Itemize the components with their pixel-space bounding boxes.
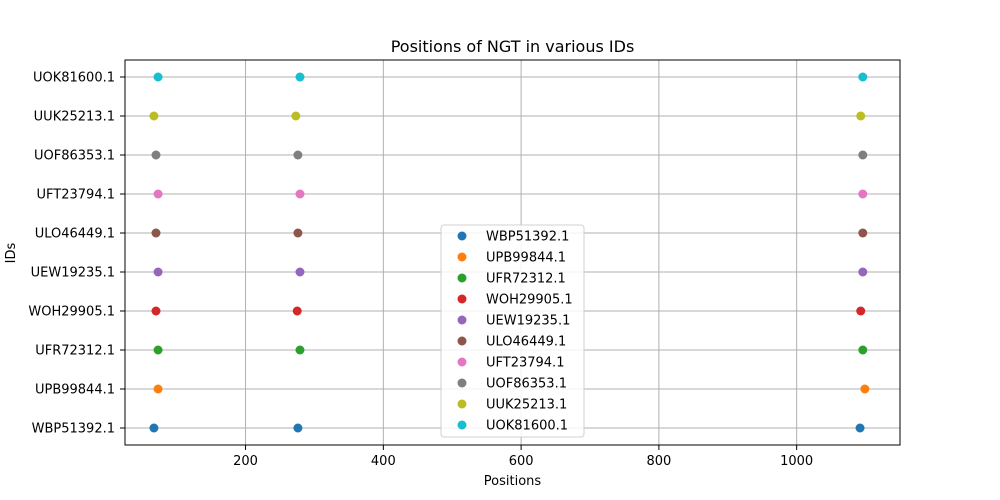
- legend-label: UUK25213.1: [486, 398, 567, 413]
- data-point: [293, 228, 303, 238]
- data-point: [295, 189, 305, 199]
- data-point: [293, 423, 303, 433]
- plot-frame: [124, 59, 901, 446]
- x-tick-label: 400: [371, 454, 396, 469]
- legend-label: WBP51392.1: [486, 230, 569, 245]
- chart-title: Positions of NGT in various IDs: [391, 37, 635, 56]
- legend-label: UOK81600.1: [486, 419, 568, 434]
- legend-marker: [457, 273, 467, 283]
- legend-label: UPB99844.1: [486, 251, 566, 266]
- data-point: [153, 384, 163, 394]
- legend-marker: [457, 378, 467, 388]
- data-point: [856, 306, 866, 316]
- data-point: [295, 267, 305, 277]
- data-point: [858, 189, 868, 199]
- legend: WBP51392.1 UPB99844.1 UFR72312.1 WOH29905.1…: [440, 224, 585, 438]
- data-point: [149, 423, 159, 433]
- data-point: [153, 267, 163, 277]
- x-tick-label: 200: [233, 454, 258, 469]
- data-point: [153, 72, 163, 82]
- data-point: [295, 72, 305, 82]
- legend-marker: [457, 336, 467, 346]
- y-tick-label: WBP51392.1: [32, 422, 115, 437]
- x-tick-label: 600: [509, 454, 534, 469]
- data-point: [151, 150, 161, 160]
- data-point: [295, 345, 305, 355]
- x-tick-label: 1000: [780, 454, 813, 469]
- data-point: [858, 72, 868, 82]
- y-tick-label: UEW19235.1: [31, 266, 115, 281]
- legend-marker: [457, 420, 467, 430]
- y-tick-label: UFR72312.1: [35, 344, 115, 359]
- legend-marker: [457, 399, 467, 409]
- data-point: [858, 267, 868, 277]
- legend-label: UFT23794.1: [486, 356, 564, 371]
- data-point: [860, 384, 870, 394]
- data-point: [151, 306, 161, 316]
- y-tick-label: UOK81600.1: [33, 71, 115, 86]
- data-point: [151, 228, 161, 238]
- data-point: [856, 111, 866, 121]
- data-point: [293, 150, 303, 160]
- x-axis-label: Positions: [484, 474, 542, 489]
- legend-label: UEW19235.1: [486, 314, 570, 329]
- y-tick-label: UOF86353.1: [34, 149, 115, 164]
- data-points: [149, 72, 870, 433]
- legend-marker: [457, 231, 467, 241]
- y-tick-label: ULO46449.1: [35, 227, 115, 242]
- data-point: [153, 189, 163, 199]
- data-point: [149, 111, 159, 121]
- legend-label: WOH29905.1: [486, 293, 573, 308]
- data-point: [858, 345, 868, 355]
- data-point: [858, 150, 868, 160]
- data-point: [292, 306, 302, 316]
- legend-label: ULO46449.1: [486, 335, 566, 350]
- y-tick-label: WOH29905.1: [28, 305, 115, 320]
- legend-label: UFR72312.1: [486, 272, 566, 287]
- legend-marker: [457, 294, 467, 304]
- axes: 200 400 600 800 1000 WBP51392.1 UPB99844.1 UFR7…: [28, 59, 901, 469]
- legend-label: UOF86353.1: [486, 377, 567, 392]
- y-tick-label: UPB99844.1: [35, 383, 115, 398]
- data-point: [858, 228, 868, 238]
- y-tick-label: UUK25213.1: [34, 110, 115, 125]
- legend-marker: [457, 357, 467, 367]
- legend-marker: [457, 252, 467, 262]
- y-axis-label: IDs: [4, 242, 19, 263]
- legend-marker: [457, 315, 467, 325]
- y-tick-label: UFT23794.1: [37, 188, 115, 203]
- legend-box: [440, 224, 585, 438]
- data-point: [855, 423, 865, 433]
- data-point: [291, 111, 301, 121]
- x-tick-label: 800: [646, 454, 671, 469]
- data-point: [153, 345, 163, 355]
